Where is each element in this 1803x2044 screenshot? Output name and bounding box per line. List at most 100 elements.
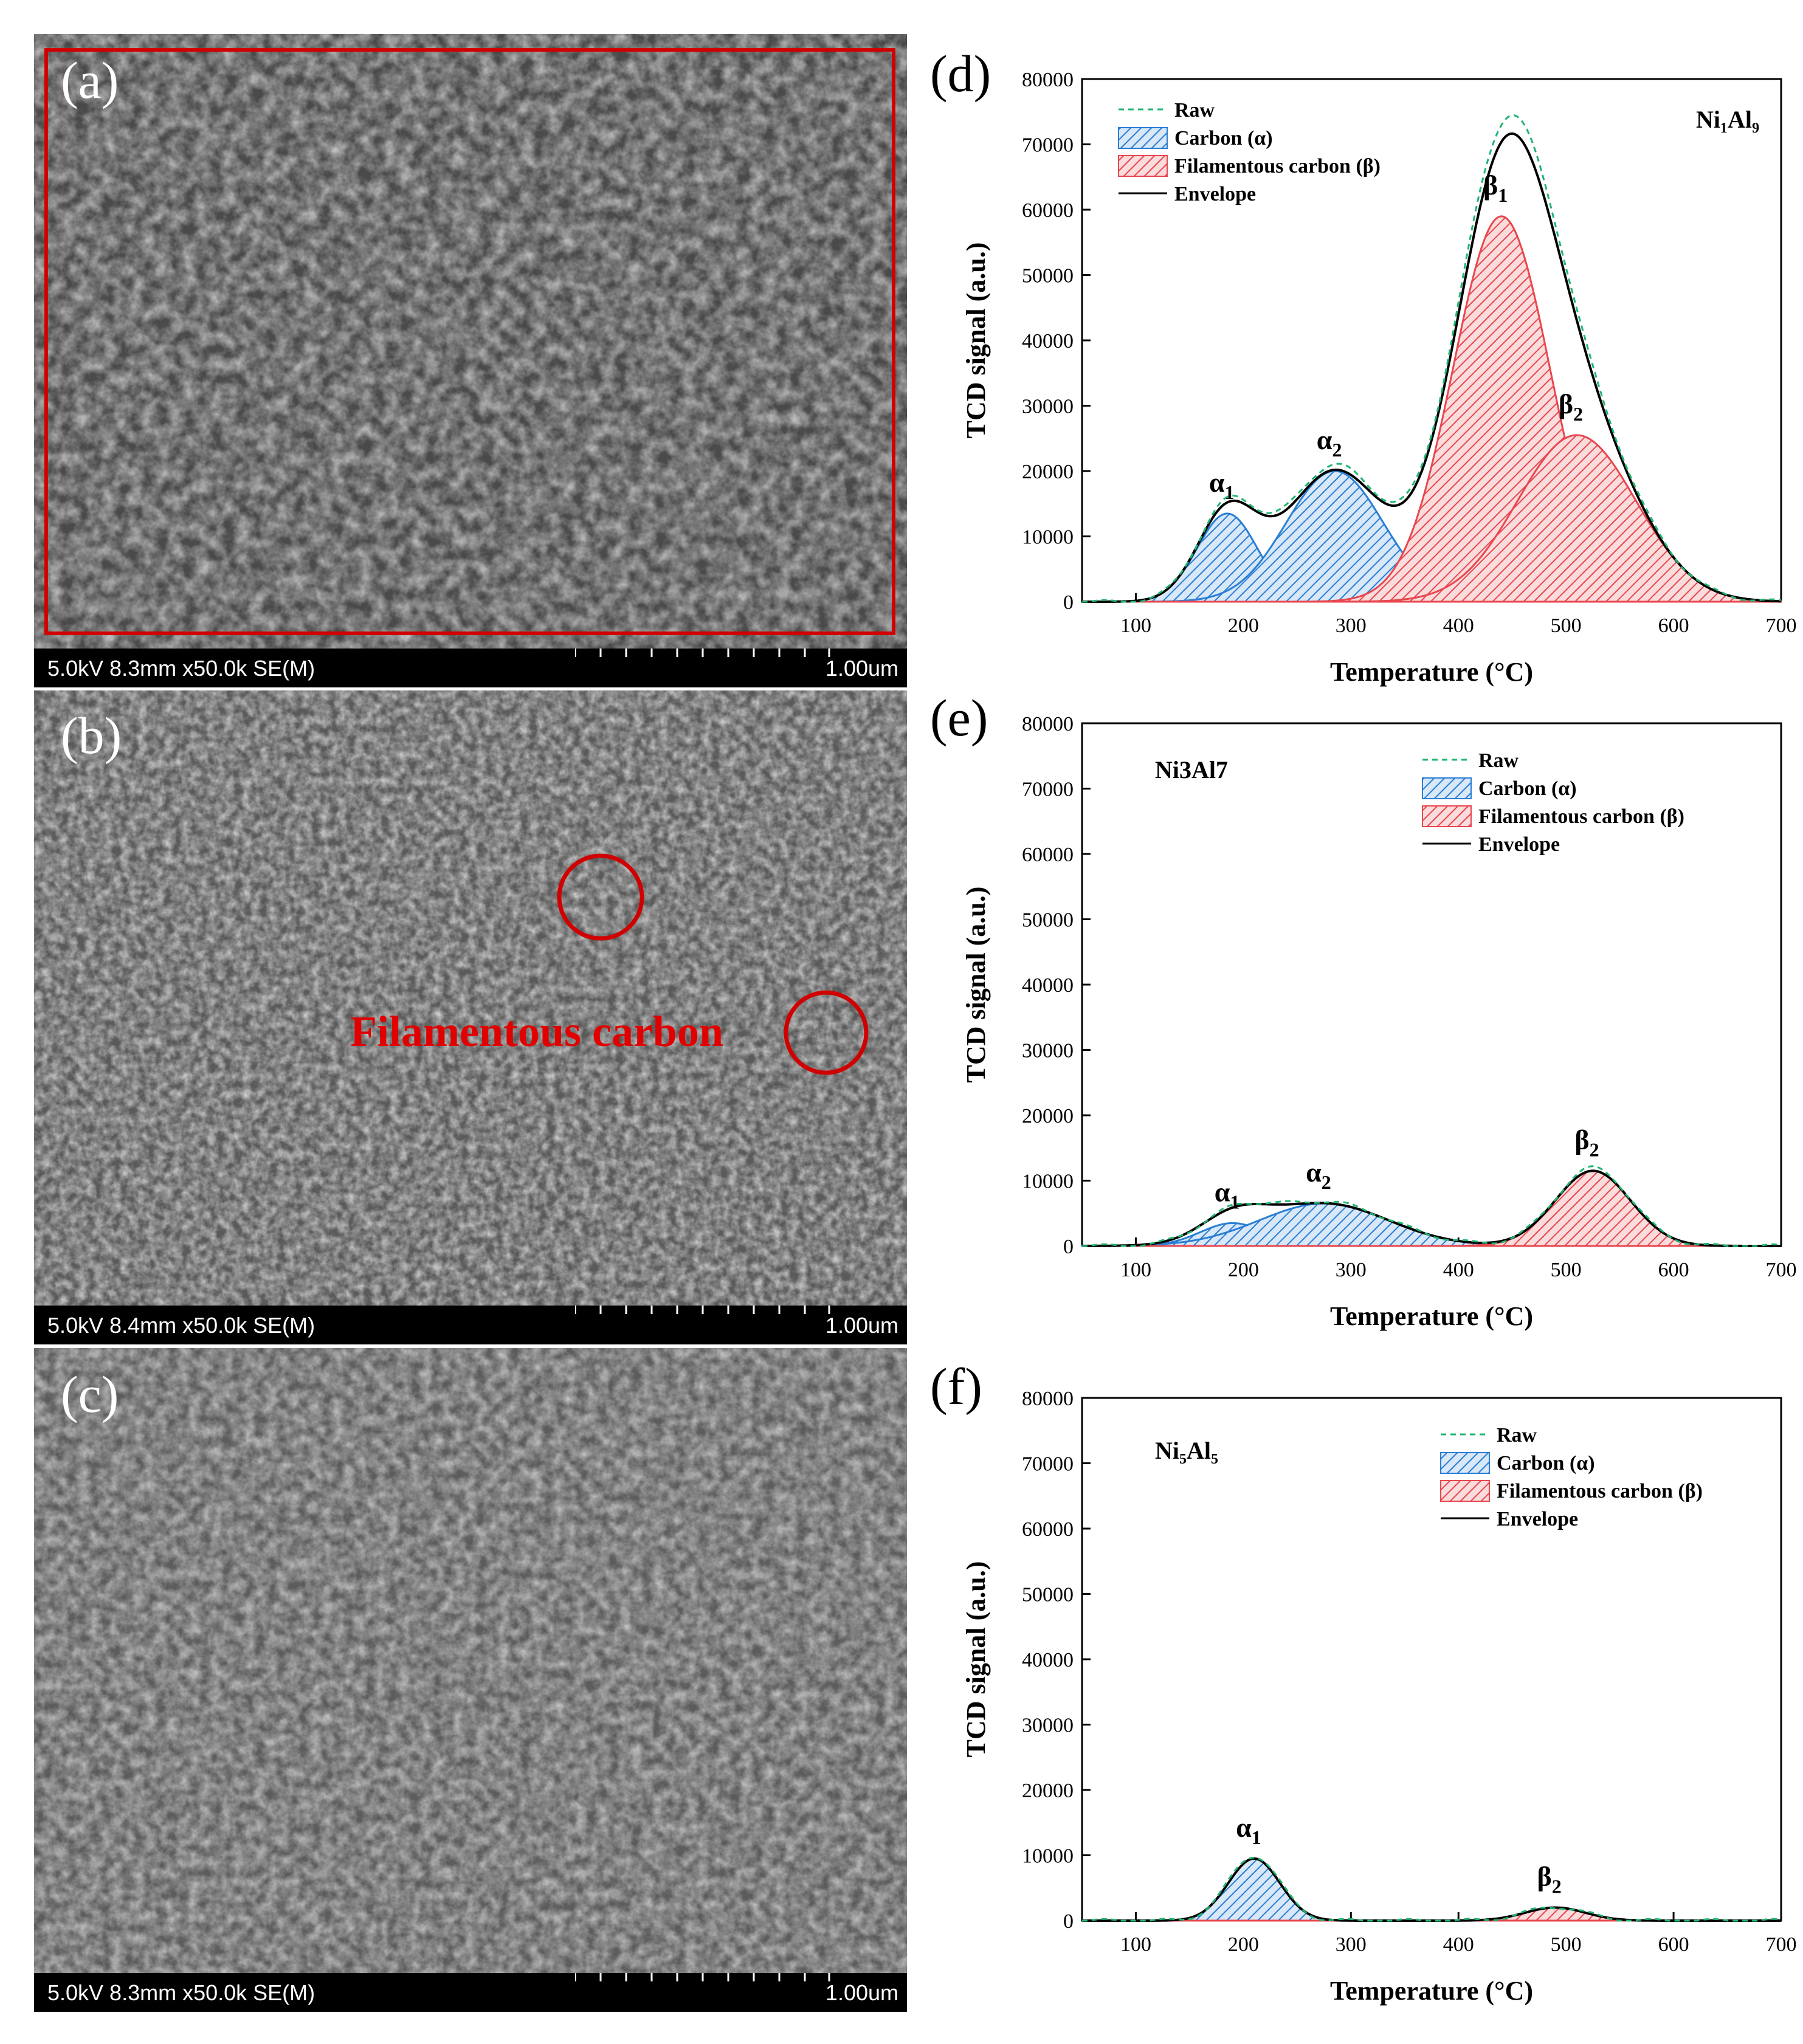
y-tick-label: 0 xyxy=(1063,1910,1074,1933)
sem-image-a: (a) 5.0kV 8.3mm x50.0k SE(M) 1.00um xyxy=(34,34,907,687)
x-tick-label: 700 xyxy=(1766,1259,1797,1281)
y-tick-label: 0 xyxy=(1063,1236,1074,1258)
highlight-circle-2 xyxy=(784,990,869,1075)
y-tick-label: 30000 xyxy=(1022,396,1074,418)
legend-label: Raw xyxy=(1497,1424,1537,1447)
legend-filamentous-swatch xyxy=(1118,155,1168,177)
legend-label: Filamentous carbon (β) xyxy=(1497,1480,1703,1502)
raw-line xyxy=(1082,1165,1782,1247)
y-tick-label: 80000 xyxy=(1022,1388,1074,1410)
y-tick-label: 80000 xyxy=(1022,713,1074,735)
peak-label: α1 xyxy=(1236,1812,1261,1848)
legend-label: Envelope xyxy=(1174,183,1256,205)
sem-info-b: 5.0kV 8.4mm x50.0k SE(M) xyxy=(47,1313,315,1338)
panel-label-a: (a) xyxy=(61,51,119,109)
panel-label: (e) xyxy=(930,689,988,747)
sem-info-a: 5.0kV 8.3mm x50.0k SE(M) xyxy=(47,656,315,681)
x-tick-label: 200 xyxy=(1228,614,1259,637)
y-tick-label: 60000 xyxy=(1022,1518,1074,1541)
x-tick-label: 700 xyxy=(1766,1933,1797,1956)
panel-label-c: (c) xyxy=(61,1365,119,1423)
sem-image-b: (b) Filamentous carbon 5.0kV 8.4mm x50.0… xyxy=(34,690,907,1344)
scale-ticks-b xyxy=(575,1306,830,1314)
y-tick-label: 10000 xyxy=(1022,1845,1074,1868)
sem-info-bar-b: 5.0kV 8.4mm x50.0k SE(M) 1.00um xyxy=(34,1306,907,1344)
legend-filamentous-swatch xyxy=(1440,1480,1490,1502)
legend-label: Carbon (α) xyxy=(1497,1452,1595,1475)
chart-d: (d) 0 10000 20000 30000 40000 50000 60000 70000 8… xyxy=(912,36,1803,687)
x-tick-label: 100 xyxy=(1120,1933,1151,1956)
sem-info-bar-c: 5.0kV 8.3mm x50.0k SE(M) 1.00um xyxy=(34,1973,907,2012)
x-axis-label: Temperature (°C) xyxy=(1330,1976,1533,2006)
y-tick-label: 20000 xyxy=(1022,461,1074,483)
y-tick-label: 40000 xyxy=(1022,974,1074,997)
peak-label: β2 xyxy=(1537,1861,1561,1898)
y-axis-label: TCD signal (a.u.) xyxy=(961,1561,991,1758)
peak-label: β2 xyxy=(1574,1124,1599,1160)
legend-filamentous-swatch xyxy=(1422,805,1472,827)
x-tick-label: 300 xyxy=(1336,1933,1367,1956)
sem-micrograph-b xyxy=(34,690,907,1306)
peak-label: β1 xyxy=(1483,170,1508,206)
sample-name: Ni₅Al₅ xyxy=(1155,1437,1218,1464)
x-tick-label: 200 xyxy=(1228,1259,1259,1281)
legend-carbon-swatch xyxy=(1440,1452,1490,1474)
carbon-peak xyxy=(1082,1857,1781,1922)
chart-e: (e) 0 10000 20000 30000 40000 50000 60000 70000 8… xyxy=(912,681,1803,1331)
legend-label: Raw xyxy=(1174,99,1215,122)
y-tick-label: 50000 xyxy=(1022,265,1074,287)
x-tick-label: 500 xyxy=(1551,1933,1582,1956)
sample-name: Ni₁Al₉ xyxy=(1696,106,1759,133)
sem-info-bar-a: 5.0kV 8.3mm x50.0k SE(M) 1.00um xyxy=(34,649,907,687)
x-tick-label: 100 xyxy=(1120,614,1151,637)
sem-micrograph-a xyxy=(34,34,907,649)
legend-label: Envelope xyxy=(1497,1508,1578,1530)
y-tick-label: 20000 xyxy=(1022,1780,1074,1802)
sem-micrograph-c xyxy=(34,1348,907,1973)
legend-label: Carbon (α) xyxy=(1478,777,1577,800)
raw-line xyxy=(1082,1856,1782,1922)
x-tick-label: 600 xyxy=(1658,1933,1689,1956)
y-tick-label: 40000 xyxy=(1022,330,1074,353)
y-tick-label: 70000 xyxy=(1022,1453,1074,1476)
x-tick-label: 300 xyxy=(1336,1259,1367,1281)
y-axis-label: TCD signal (a.u.) xyxy=(961,887,991,1083)
y-tick-label: 60000 xyxy=(1022,199,1074,222)
plot-frame xyxy=(1081,1397,1782,1922)
envelope-line xyxy=(1082,1169,1781,1247)
sem-image-c: (c) 5.0kV 8.3mm x50.0k SE(M) 1.00um xyxy=(34,1348,907,2012)
y-tick-label: 30000 xyxy=(1022,1715,1074,1737)
chart-f: (f) 0 10000 20000 30000 40000 50000 60000 70000 8… xyxy=(912,1337,1803,2006)
tpo-plot-e: (e) 0 10000 20000 30000 40000 50000 60000 70000 8… xyxy=(930,689,1797,1331)
x-axis-label: Temperature (°C) xyxy=(1330,657,1533,687)
legend-label: Filamentous carbon (β) xyxy=(1174,155,1381,177)
panel-label: (d) xyxy=(930,44,991,103)
legend-label: Envelope xyxy=(1478,833,1560,856)
x-axis-label: Temperature (°C) xyxy=(1330,1301,1533,1331)
y-tick-label: 40000 xyxy=(1022,1649,1074,1671)
x-tick-label: 700 xyxy=(1766,614,1797,637)
y-tick-label: 60000 xyxy=(1022,844,1074,866)
peak-label: α2 xyxy=(1317,424,1342,461)
sample-name: Ni3Al7 xyxy=(1155,756,1228,783)
y-tick-label: 50000 xyxy=(1022,909,1074,932)
peak-label: α1 xyxy=(1215,1176,1240,1213)
tpo-plot-d: (d) 0 10000 20000 30000 40000 50000 60000 70000 8… xyxy=(930,44,1797,687)
x-tick-label: 500 xyxy=(1551,614,1582,637)
x-tick-label: 400 xyxy=(1443,1259,1474,1281)
x-tick-label: 600 xyxy=(1658,614,1689,637)
legend-carbon-swatch xyxy=(1118,127,1168,149)
envelope-line xyxy=(1082,1857,1781,1922)
x-tick-label: 100 xyxy=(1120,1259,1151,1281)
panel-label-b: (b) xyxy=(61,706,122,765)
legend-label: Carbon (α) xyxy=(1174,127,1273,150)
scale-ticks-c xyxy=(575,1973,830,1981)
y-tick-label: 10000 xyxy=(1022,526,1074,549)
legend-label: Raw xyxy=(1478,749,1519,772)
x-tick-label: 500 xyxy=(1551,1259,1582,1281)
y-tick-label: 80000 xyxy=(1022,69,1074,91)
peak-label: α2 xyxy=(1306,1157,1331,1193)
y-tick-label: 0 xyxy=(1063,591,1074,614)
y-tick-label: 20000 xyxy=(1022,1105,1074,1127)
panel-label: (f) xyxy=(930,1357,982,1416)
